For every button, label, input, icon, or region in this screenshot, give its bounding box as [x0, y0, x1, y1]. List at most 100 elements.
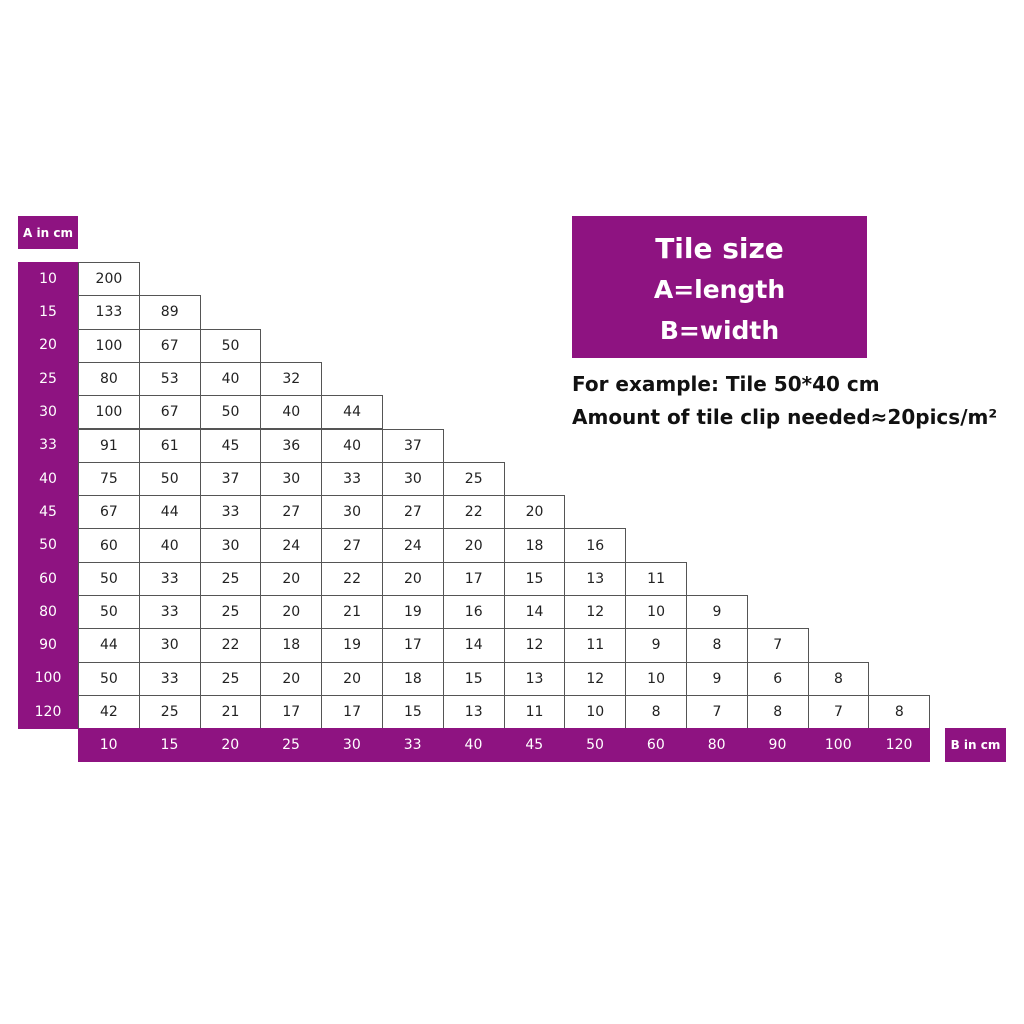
table-cell: 44	[321, 395, 383, 430]
table-cell: 12	[564, 661, 627, 696]
tile-size-box: Tile size A=length B=width	[572, 216, 867, 358]
table-cell: 15	[382, 694, 444, 730]
table-cell: 100	[78, 328, 140, 363]
a-value-header: 15	[18, 295, 78, 330]
b-value-header: 120	[868, 728, 930, 763]
table-cell: 30	[138, 628, 201, 663]
table-cell: 20	[260, 561, 323, 596]
table-cell: 50	[199, 328, 262, 363]
a-value-header: 40	[18, 461, 78, 496]
b-value-header: 60	[625, 728, 687, 763]
table-cell: 8	[807, 661, 870, 696]
table-cell: 32	[260, 361, 323, 397]
a-value-header: 30	[18, 395, 78, 429]
table-cell: 25	[199, 595, 262, 630]
table-cell: 6	[746, 661, 809, 696]
b-value-header: 25	[260, 728, 322, 763]
table-cell: 11	[503, 694, 566, 730]
b-axis-label: B in cm	[945, 728, 1006, 762]
table-cell: 27	[321, 528, 383, 563]
table-cell: 22	[199, 628, 262, 663]
a-value-header: 120	[18, 694, 78, 729]
b-value-header: 50	[564, 728, 626, 763]
table-cell: 15	[442, 661, 505, 696]
a-value-header: 90	[18, 628, 78, 663]
table-cell: 13	[442, 694, 505, 730]
table-cell: 42	[78, 694, 140, 730]
table-cell: 100	[78, 395, 140, 430]
b-value-header: 80	[686, 728, 748, 763]
a-definition: A=length	[653, 275, 786, 304]
table-cell: 91	[78, 428, 140, 463]
b-value-header: 90	[746, 728, 809, 763]
table-cell: 16	[442, 595, 505, 630]
table-cell: 25	[442, 461, 505, 497]
table-cell: 61	[138, 428, 201, 463]
example-amount-text: Amount of tile clip needed≈20pics/m²	[572, 405, 998, 429]
table-cell: 25	[199, 661, 262, 696]
table-cell: 7	[686, 694, 748, 730]
table-cell: 44	[78, 628, 140, 663]
a-value-header: 45	[18, 495, 78, 529]
table-cell: 50	[78, 595, 140, 630]
table-cell: 44	[138, 495, 201, 530]
b-value-header: 45	[503, 728, 565, 763]
b-value-header: 33	[382, 728, 444, 763]
table-cell: 27	[382, 495, 444, 530]
table-cell: 13	[503, 661, 566, 696]
a-value-header: 33	[18, 428, 78, 463]
table-cell: 17	[260, 694, 323, 730]
table-cell: 20	[503, 495, 566, 530]
table-cell: 18	[260, 628, 323, 663]
table-cell: 67	[138, 395, 201, 430]
table-cell: 36	[260, 428, 323, 463]
table-cell: 19	[321, 628, 383, 663]
table-cell: 11	[564, 628, 627, 663]
table-cell: 10	[564, 694, 627, 730]
a-axis-label: A in cm	[18, 216, 78, 249]
table-cell: 7	[807, 694, 870, 730]
table-cell: 45	[199, 428, 262, 463]
b-definition: B=width	[659, 316, 780, 345]
b-value-header: 100	[807, 728, 869, 763]
table-cell: 12	[564, 595, 627, 630]
table-cell: 20	[260, 595, 323, 630]
a-value-header: 60	[18, 561, 78, 596]
example-tile-text: For example: Tile 50*40 cm	[572, 372, 880, 396]
table-cell: 80	[78, 361, 140, 397]
a-value-header: 100	[18, 661, 78, 696]
table-cell: 18	[503, 528, 566, 563]
table-cell: 16	[564, 528, 627, 563]
b-value-header: 40	[442, 728, 505, 763]
table-cell: 20	[382, 561, 444, 596]
table-cell: 22	[442, 495, 505, 530]
table-cell: 10	[625, 595, 687, 630]
table-cell: 7	[746, 628, 809, 663]
table-cell: 8	[686, 628, 748, 663]
table-cell: 30	[260, 461, 323, 497]
table-cell: 33	[138, 661, 201, 696]
table-cell: 11	[625, 561, 687, 596]
table-cell: 40	[199, 361, 262, 397]
table-cell: 24	[382, 528, 444, 563]
table-cell: 21	[199, 694, 262, 730]
table-cell: 12	[503, 628, 566, 663]
table-cell: 33	[138, 561, 201, 596]
table-cell: 50	[199, 395, 262, 430]
b-value-header: 30	[321, 728, 383, 763]
table-cell: 30	[382, 461, 444, 497]
table-cell: 13	[564, 561, 627, 596]
table-cell: 40	[138, 528, 201, 563]
table-cell: 9	[625, 628, 687, 663]
a-value-header: 25	[18, 361, 78, 396]
table-cell: 17	[382, 628, 444, 663]
table-cell: 60	[78, 528, 140, 563]
table-cell: 20	[321, 661, 383, 696]
table-cell: 133	[78, 295, 140, 330]
table-cell: 40	[321, 428, 383, 463]
table-cell: 30	[321, 495, 383, 530]
table-cell: 25	[199, 561, 262, 596]
a-value-header: 50	[18, 528, 78, 563]
table-cell: 8	[625, 694, 687, 730]
table-cell: 40	[260, 395, 323, 430]
